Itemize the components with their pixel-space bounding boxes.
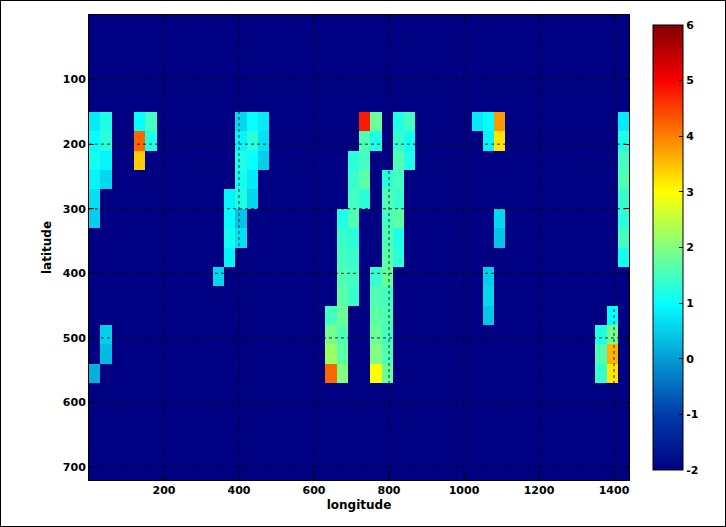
svg-text:longitude: longitude bbox=[327, 498, 392, 512]
svg-text:1400: 1400 bbox=[599, 484, 630, 497]
svg-text:6: 6 bbox=[686, 19, 694, 32]
svg-text:200: 200 bbox=[153, 484, 176, 497]
svg-text:5: 5 bbox=[686, 74, 694, 87]
svg-text:600: 600 bbox=[303, 484, 326, 497]
svg-text:2: 2 bbox=[686, 241, 694, 254]
svg-text:800: 800 bbox=[378, 484, 401, 497]
svg-text:0: 0 bbox=[686, 353, 694, 366]
svg-text:1000: 1000 bbox=[449, 484, 480, 497]
svg-text:latitude: latitude bbox=[40, 221, 54, 274]
svg-text:600: 600 bbox=[63, 396, 86, 409]
svg-text:700: 700 bbox=[63, 461, 86, 474]
svg-text:-1: -1 bbox=[686, 408, 698, 421]
svg-text:500: 500 bbox=[63, 332, 86, 345]
svg-text:300: 300 bbox=[63, 203, 86, 216]
svg-text:1200: 1200 bbox=[524, 484, 555, 497]
svg-text:400: 400 bbox=[228, 484, 251, 497]
svg-text:100: 100 bbox=[63, 73, 86, 86]
svg-text:400: 400 bbox=[63, 267, 86, 280]
svg-text:3: 3 bbox=[686, 186, 694, 199]
svg-text:1: 1 bbox=[686, 297, 694, 310]
svg-text:200: 200 bbox=[63, 138, 86, 151]
svg-text:4: 4 bbox=[686, 130, 694, 143]
svg-text:-2: -2 bbox=[686, 464, 698, 477]
